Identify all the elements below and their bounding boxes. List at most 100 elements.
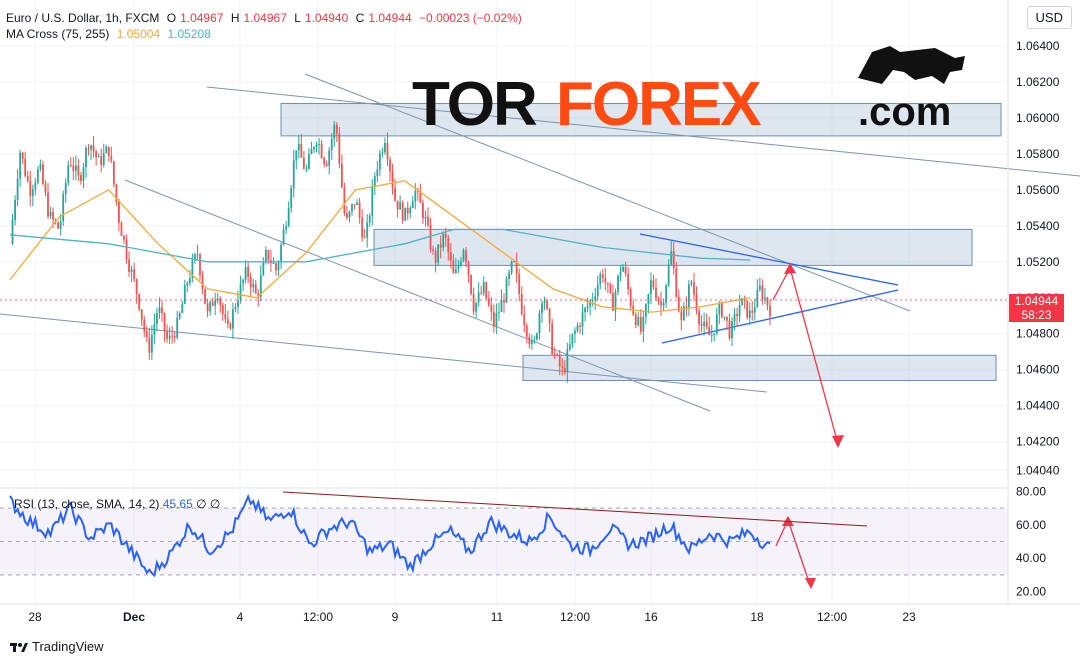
- candle-body: [634, 314, 637, 326]
- candle-body: [492, 311, 495, 327]
- candle-body: [368, 216, 371, 223]
- candle-body: [541, 303, 543, 313]
- candle-body: [123, 235, 125, 240]
- candle-body: [500, 300, 503, 312]
- candle-body: [16, 178, 19, 200]
- candle-body: [143, 319, 146, 332]
- close-value: 1.04944: [368, 11, 412, 25]
- price-tick-label: 1.04400: [1016, 399, 1060, 413]
- candle-body: [323, 157, 326, 164]
- candle-body: [606, 282, 609, 285]
- rsi-label[interactable]: RSI (13, close, SMA, 14, 2): [14, 497, 160, 511]
- candle-body: [487, 298, 490, 305]
- candle-body: [670, 251, 673, 265]
- candle-body: [150, 334, 153, 353]
- candle-body: [386, 143, 389, 160]
- candle-body: [627, 274, 630, 290]
- candle-body: [475, 302, 478, 312]
- candle-body: [11, 219, 14, 244]
- candle-body: [42, 164, 44, 184]
- candle-body: [158, 307, 161, 314]
- candle-body: [328, 150, 331, 166]
- candle-body: [320, 143, 323, 158]
- time-axis: 28 Dec 4 12:00 9 11 12:00 16 18 12:00 23: [28, 610, 916, 624]
- candle-body: [644, 304, 647, 317]
- candle-body: [272, 263, 275, 265]
- candle-body: [442, 233, 445, 248]
- candle-body: [95, 151, 98, 157]
- ma-label[interactable]: MA Cross (75, 255): [6, 27, 110, 41]
- tradingview-brand[interactable]: TradingView: [10, 639, 104, 654]
- candle-body: [657, 298, 660, 302]
- ma-slow-value: 1.05208: [167, 27, 211, 41]
- candle-body: [482, 282, 485, 294]
- candle-body: [548, 308, 551, 324]
- price-tick-label: 1.05200: [1016, 255, 1060, 269]
- candle-body: [34, 182, 37, 190]
- symbol-name[interactable]: Euro / U.S. Dollar, 1h, FXCM: [6, 11, 160, 25]
- triangle-upper: [639, 233, 899, 286]
- candle-body: [594, 296, 597, 301]
- candle-body: [366, 222, 369, 238]
- candle-body: [505, 278, 508, 303]
- candle-body: [579, 325, 581, 327]
- candle-body: [766, 297, 769, 306]
- candle-body: [741, 298, 744, 306]
- candle-body: [232, 309, 234, 329]
- candle-body: [115, 184, 118, 202]
- candle-body: [24, 158, 27, 176]
- candle-body: [457, 264, 460, 269]
- candle-body: [419, 191, 422, 203]
- candle-body: [612, 292, 614, 311]
- candle-body: [703, 321, 706, 326]
- candle-body: [467, 261, 470, 276]
- candle-body: [209, 301, 212, 312]
- candle-body: [622, 267, 624, 272]
- candle-body: [39, 164, 42, 170]
- candle-body: [87, 148, 90, 150]
- candle-body: [138, 294, 141, 310]
- candle-body: [315, 144, 318, 148]
- candle-body: [586, 306, 589, 308]
- candle-body: [399, 202, 402, 210]
- candle-body: [282, 229, 285, 245]
- candle-body: [525, 325, 528, 337]
- candle-body: [566, 349, 569, 373]
- candle-body: [584, 307, 586, 313]
- candle-body: [168, 335, 171, 339]
- candle-body: [551, 323, 554, 355]
- candle-body: [705, 321, 708, 328]
- candle-body: [105, 146, 108, 154]
- candle-body: [503, 300, 505, 303]
- candle-body: [36, 169, 39, 183]
- arrowhead-down: [832, 435, 844, 448]
- price-tick-label: 1.05600: [1016, 183, 1060, 197]
- candle-body: [302, 157, 305, 169]
- candle-body: [394, 187, 396, 201]
- candle-body: [74, 165, 77, 171]
- candle-body: [351, 204, 353, 212]
- candle-body: [769, 305, 771, 317]
- open-value: 1.04967: [180, 11, 224, 25]
- candle-body: [135, 279, 138, 295]
- candle-body: [655, 287, 657, 299]
- candle-body: [454, 268, 457, 274]
- candle-body: [226, 319, 229, 324]
- candle-body: [437, 244, 440, 263]
- candle-body: [731, 321, 733, 339]
- currency-button[interactable]: USD: [1026, 6, 1072, 29]
- rsi-arrowhead-down: [805, 578, 816, 589]
- candle-body: [472, 293, 475, 312]
- candle-body: [338, 133, 341, 164]
- candle-body: [723, 316, 726, 318]
- candle-body: [718, 303, 721, 315]
- candle-body: [176, 317, 179, 338]
- candle-body: [80, 175, 82, 181]
- candle-body: [171, 335, 174, 337]
- candle-body: [601, 274, 604, 279]
- candle-body: [429, 224, 432, 250]
- candle-body: [698, 310, 700, 325]
- candle-body: [409, 208, 412, 214]
